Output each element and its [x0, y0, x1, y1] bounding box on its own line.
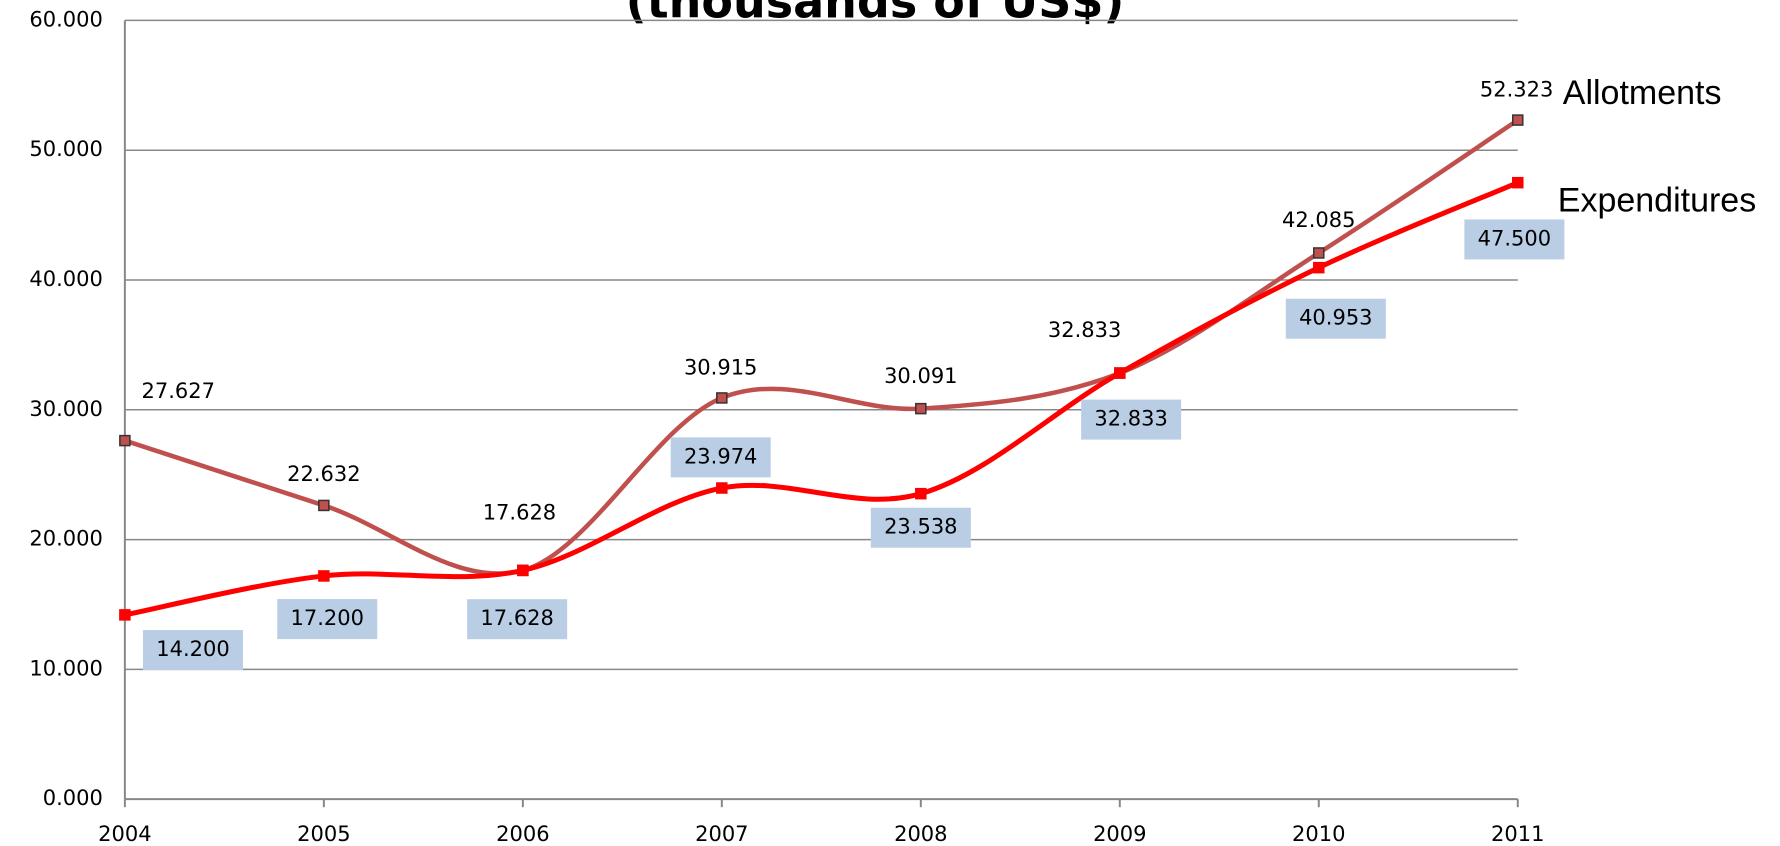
data-point: [716, 392, 728, 404]
y-tick-label: 50.000: [29, 137, 102, 161]
data-label: 52.323: [1480, 78, 1553, 102]
data-point: [517, 564, 529, 577]
data-label: 17.200: [291, 606, 364, 630]
x-tick-label: 2005: [297, 822, 350, 846]
y-tick-label: 60.000: [29, 7, 102, 31]
x-tick-label: 2009: [1093, 822, 1146, 846]
data-label: 40.953: [1299, 306, 1372, 330]
data-point: [1313, 261, 1325, 274]
data-label-box: [1081, 399, 1182, 440]
data-label: 17.628: [483, 501, 556, 525]
chart-title: (thousands of US$): [626, 0, 1125, 29]
legend-label: Allotments: [1563, 74, 1722, 112]
x-tick-label: 2004: [98, 822, 151, 846]
data-label: 30.915: [684, 355, 757, 379]
legend-label: Expenditures: [1558, 182, 1756, 220]
y-tick-label: 0.000: [43, 786, 103, 810]
y-tick-label: 10.000: [29, 656, 102, 680]
data-point: [1512, 176, 1524, 189]
data-point: [1114, 367, 1126, 379]
data-point: [1313, 247, 1325, 259]
x-tick-label: 2007: [695, 822, 748, 846]
data-point: [318, 570, 330, 582]
x-tick-label: 2011: [1491, 822, 1544, 846]
data-point: [915, 402, 927, 415]
y-tick-label: 40.000: [29, 267, 102, 291]
data-label: 23.974: [684, 444, 757, 468]
data-label-box: [142, 630, 243, 671]
data-label-box: [467, 599, 568, 640]
data-label-box: [1285, 298, 1386, 339]
data-label: 30.091: [884, 364, 957, 388]
data-point: [119, 609, 131, 621]
data-label: 22.632: [287, 462, 360, 486]
x-tick-label: 2006: [496, 822, 549, 846]
data-point: [119, 434, 131, 447]
data-point: [716, 482, 728, 494]
data-label-box: [1464, 219, 1565, 260]
data-label: 14.200: [156, 637, 229, 661]
y-tick-label: 20.000: [29, 527, 102, 551]
data-point: [318, 499, 330, 512]
data-label: 47.500: [1478, 226, 1551, 250]
data-label: 17.628: [480, 606, 553, 630]
y-tick-label: 30.000: [29, 397, 102, 421]
data-label-box: [870, 507, 971, 548]
series-line: [124, 118, 1520, 576]
series-line: [124, 180, 1519, 618]
data-label: 32.833: [1048, 318, 1121, 342]
data-label: 23.538: [884, 515, 957, 539]
data-label-box: [670, 437, 771, 478]
data-label: 32.833: [1094, 407, 1167, 431]
data-label: 42.085: [1282, 208, 1355, 232]
x-tick-label: 2010: [1292, 822, 1345, 846]
x-tick-label: 2008: [894, 822, 947, 846]
data-point: [915, 487, 927, 500]
data-point: [1512, 114, 1524, 126]
data-label: 27.627: [141, 379, 214, 403]
data-label-box: [277, 599, 378, 640]
